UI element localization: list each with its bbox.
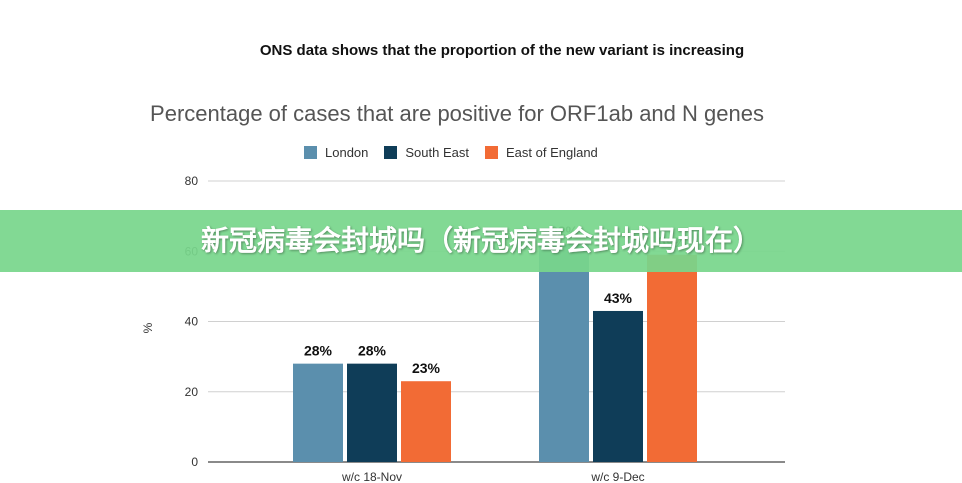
bar-east-of-england bbox=[401, 381, 451, 462]
legend-label-east-of-england: East of England bbox=[506, 144, 598, 160]
data-label: 28% bbox=[304, 343, 333, 359]
legend-swatch-south-east bbox=[384, 145, 398, 159]
data-label: 28% bbox=[358, 343, 387, 359]
banner-text: 新冠病毒会封城吗（新冠病毒会封城吗现在） bbox=[200, 224, 761, 257]
bar-london bbox=[293, 363, 343, 462]
bar-east-of-england bbox=[647, 254, 697, 462]
x-tick-label: w/c 9-Dec bbox=[590, 470, 644, 483]
legend-label-london: London bbox=[325, 144, 369, 160]
overlay-banner: 新冠病毒会封城吗（新冠病毒会封城吗现在） bbox=[0, 210, 962, 272]
legend-item-london: London bbox=[304, 145, 368, 160]
bar-south-east bbox=[593, 310, 643, 462]
y-tick-label: 80 bbox=[185, 174, 199, 188]
legend-item-east-of-england: East of England bbox=[485, 145, 598, 160]
headline: ONS data shows that the proportion of th… bbox=[259, 42, 745, 59]
y-tick-label: 20 bbox=[185, 385, 199, 399]
chart-title: Percentage of cases that are positive fo… bbox=[150, 101, 764, 126]
y-tick-label: 0 bbox=[191, 455, 198, 469]
chart-legend: London South East East of England bbox=[304, 143, 614, 161]
legend-item-south-east: South East bbox=[384, 145, 469, 160]
legend-label-south-east: South East bbox=[405, 144, 469, 160]
bar-south-east bbox=[347, 363, 397, 462]
legend-swatch-east-of-england bbox=[485, 145, 498, 159]
legend-swatch-london bbox=[304, 145, 317, 159]
data-label: 43% bbox=[604, 290, 633, 306]
y-tick-label: 40 bbox=[185, 315, 199, 329]
y-axis-label: % bbox=[141, 322, 155, 333]
bar-london bbox=[539, 244, 589, 462]
x-tick-label: w/c 18-Nov bbox=[341, 470, 402, 483]
data-label: 23% bbox=[412, 360, 441, 376]
